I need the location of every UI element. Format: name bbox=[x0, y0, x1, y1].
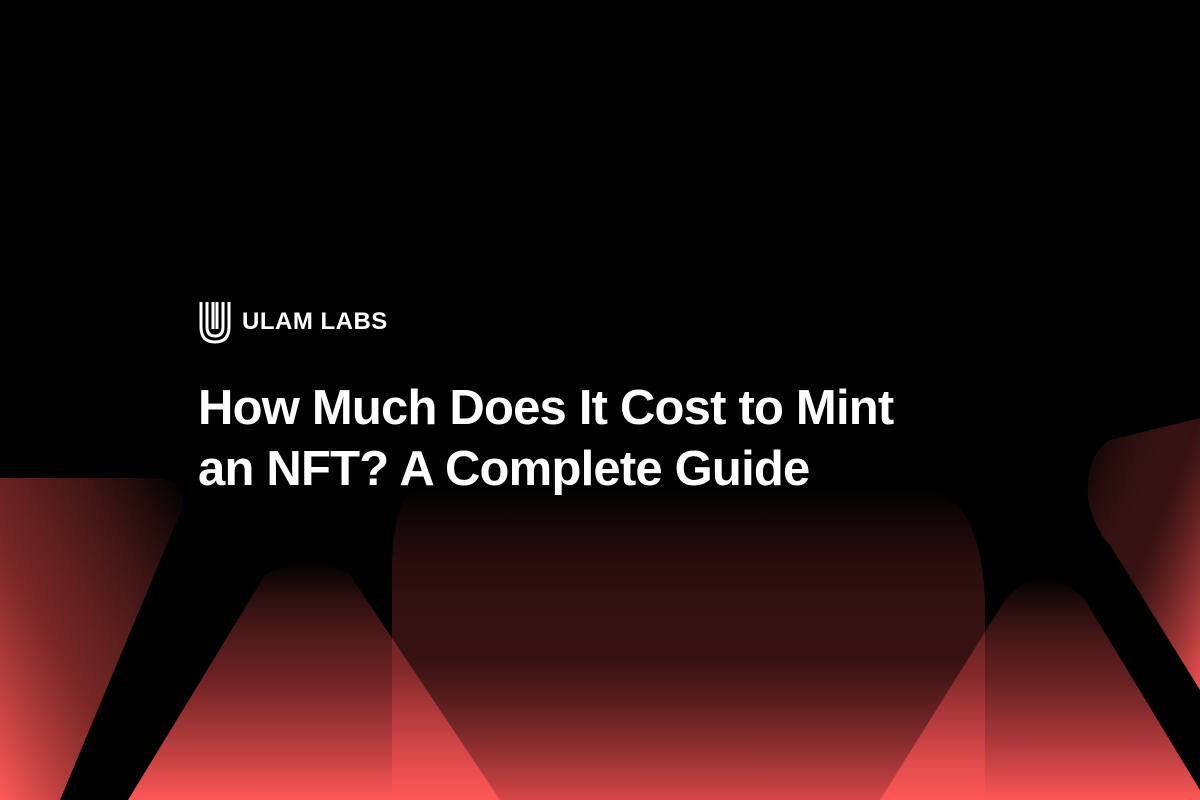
page-title: How Much Does It Cost to Mint an NFT? A … bbox=[198, 378, 1018, 500]
u-monogram-icon bbox=[199, 302, 231, 344]
title-line-1: How Much Does It Cost to Mint bbox=[198, 381, 894, 435]
brand-name: ULAM LABS bbox=[242, 308, 388, 335]
brand-logo: ULAM LABS bbox=[198, 300, 388, 344]
title-line-2: an NFT? A Complete Guide bbox=[198, 442, 810, 496]
